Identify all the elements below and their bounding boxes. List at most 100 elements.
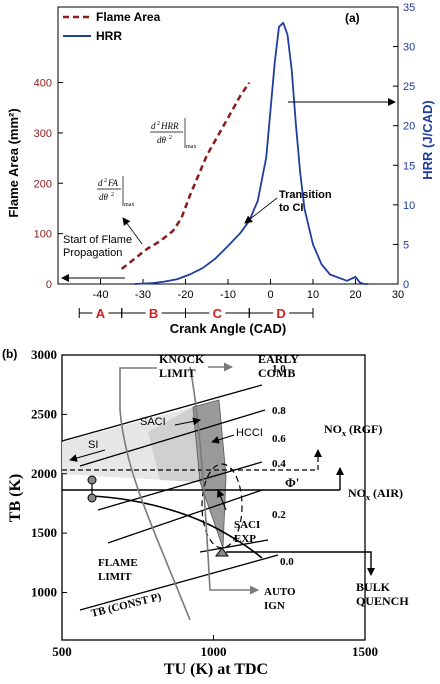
panel-b-label: (b) <box>2 347 17 361</box>
equation-d2fa: d 2 FA dθ 2 max <box>97 176 134 208</box>
knock-limit-label: KNOCK LIMIT <box>159 352 207 380</box>
phase-label: B <box>149 306 158 321</box>
phase-label-bg <box>92 305 109 321</box>
y-tick-label: 400 <box>34 78 52 90</box>
phi-prime-label: Φ' <box>285 475 299 490</box>
transition-ci-annotation: Transition to CI <box>279 189 335 214</box>
hcci-arrow <box>211 434 235 444</box>
auto-ign-curve <box>189 366 259 595</box>
saci-exp-arrow <box>216 489 227 511</box>
y2-tick-label: 20 <box>403 121 415 133</box>
panel-b-x-axis-label: TU (K) at TDC <box>164 661 268 678</box>
svg-text:HRR: HRR <box>160 121 179 131</box>
phi-line-1-0 <box>61 384 263 442</box>
panel-a-right-ticks: 0 5 10 15 20 25 30 35 <box>393 2 415 291</box>
phi-label-0-2: 0.2 <box>272 509 286 521</box>
start-flame-propagation-annotation: Start of Flame Propagation <box>63 234 135 259</box>
phi-label-1-0: 1.0 <box>272 363 286 375</box>
phase-label: C <box>213 306 223 321</box>
y2-tick-label: 5 <box>403 239 409 251</box>
saci-exp-triangle <box>215 547 229 557</box>
hrr-line <box>134 21 369 285</box>
x-tick-label: -10 <box>220 289 236 301</box>
panel-b-diagram: (b) 1.0 0.8 0.6 0.4 0.2 0.0 <box>2 347 409 678</box>
y2-tick-label: 25 <box>403 81 415 93</box>
saci-label: SACI <box>140 416 166 428</box>
panel-a-phase-bar: A B C D <box>78 305 314 321</box>
phi-label-0-4: 0.4 <box>272 458 286 470</box>
bulk-quench-arrow <box>226 551 375 576</box>
y-tick-label: 300 <box>34 128 52 140</box>
b-y-tick-label: 2500 <box>31 406 57 421</box>
svg-text:d: d <box>151 121 156 131</box>
panel-a-x-ticks: -40 -30 -20 -10 0 10 20 30 <box>93 279 404 301</box>
knock-limit-curve <box>119 367 191 621</box>
b-y-tick-label: 3000 <box>31 347 57 362</box>
bulk-quench-label: BULK QUENCH <box>356 580 409 608</box>
saci-exp-ellipse <box>201 463 243 549</box>
transition-pointer <box>244 197 278 224</box>
si-label: SI <box>88 439 98 451</box>
flame-prop-pointer <box>122 217 143 245</box>
svg-text:d: d <box>98 178 103 188</box>
b-y-tick-label: 1500 <box>31 525 57 540</box>
phase-label: D <box>276 306 285 321</box>
phi-line-0-4 <box>107 489 263 544</box>
nox-rgf-label: NOx (RGF) <box>324 422 382 438</box>
phase-label-bg <box>145 305 162 321</box>
y2-tick-label: 30 <box>403 42 415 54</box>
si-arrow <box>69 449 106 462</box>
phi-label-0-6: 0.6 <box>272 433 286 445</box>
x-tick-label: 30 <box>392 289 404 301</box>
auto-ign-label: AUTO IGN <box>264 586 298 612</box>
phi-line-0-8 <box>79 409 266 467</box>
flame-limit-marker-bottom <box>87 493 97 503</box>
y-tick-label: 100 <box>34 229 52 241</box>
b-x-tick-label: 1000 <box>201 644 227 659</box>
svg-text:2: 2 <box>104 178 107 184</box>
legend-flame-area-label: Flame Area <box>96 10 161 24</box>
phase-label-bg <box>273 305 290 321</box>
x-tick-label: 10 <box>307 289 319 301</box>
panel-a-right-axis-label: HRR (J/CAD) <box>420 100 435 179</box>
phi-label-0-8: 0.8 <box>272 405 286 417</box>
b-y-tick-label: 1000 <box>31 585 57 600</box>
x-tick-label: -40 <box>93 289 109 301</box>
hcci-label: HCCI <box>236 427 263 439</box>
x-tick-label: 0 <box>267 289 273 301</box>
y-tick-label: 200 <box>34 178 52 190</box>
panel-a-label: (a) <box>345 11 360 25</box>
y2-tick-label: 35 <box>403 2 415 14</box>
saci-arrow <box>174 417 201 426</box>
svg-text:max: max <box>124 202 134 208</box>
y2-tick-label: 10 <box>403 200 415 212</box>
phase-label: A <box>96 306 106 321</box>
panel-a-legend: Flame Area HRR <box>63 10 161 43</box>
nox-air-label: NOx (AIR) <box>348 486 403 502</box>
tb-const-p-label: TB (CONST P) <box>90 591 163 620</box>
panel-a-left-ticks: 0 100 200 300 400 <box>34 78 63 291</box>
x-tick-label: 20 <box>349 289 361 301</box>
phi-line-0-0 <box>79 554 279 611</box>
y2-tick-label: 15 <box>403 160 415 172</box>
b-y-tick-label: 2000 <box>31 466 57 481</box>
svg-text:max: max <box>186 144 196 150</box>
equation-d2hrr: d 2 HRR dθ 2 max <box>150 118 196 150</box>
panel-b-y-axis-label: TB (K) <box>7 474 24 522</box>
svg-text:FA: FA <box>107 178 118 188</box>
flame-area-line <box>120 81 251 270</box>
flame-limit-curve <box>91 495 263 559</box>
b-x-tick-label: 1500 <box>352 644 378 659</box>
early-comb-label: EARLY COMB <box>258 352 301 380</box>
x-tick-label: -30 <box>135 289 151 301</box>
svg-text:2: 2 <box>169 135 172 141</box>
b-x-tick-label: 500 <box>52 644 72 659</box>
phi-line-0-2 <box>199 539 269 553</box>
phi-label-0-0: 0.0 <box>280 556 294 568</box>
saci-exp-label: SACI EXP <box>234 519 263 545</box>
legend-hrr-label: HRR <box>96 29 122 43</box>
panel-b-ticks: 500 1000 1500 1000 1500 2000 2500 3000 <box>31 347 378 659</box>
saci-region <box>148 407 200 482</box>
phase-label-bg <box>209 305 226 321</box>
